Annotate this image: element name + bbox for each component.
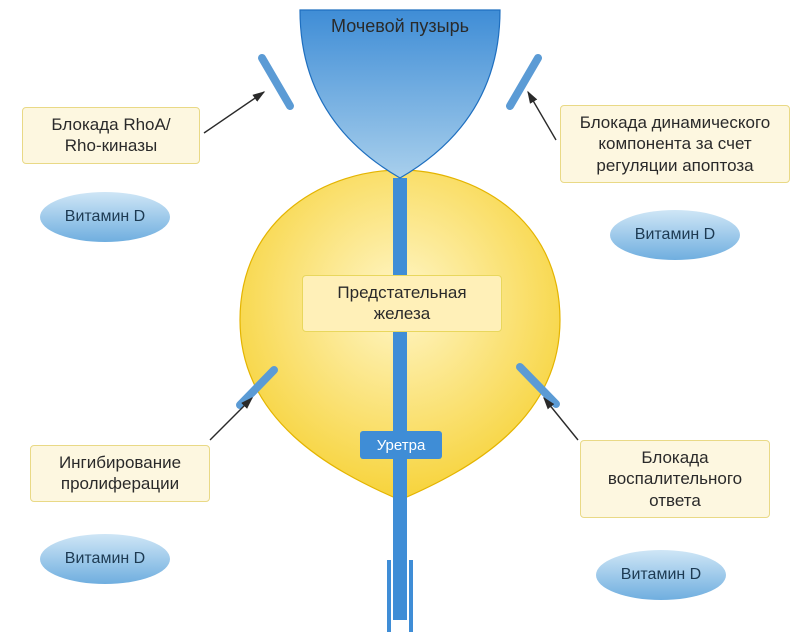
callout-tick [510,58,538,106]
callout-arrow [210,398,252,440]
urethra-label: Уретра [360,431,442,459]
callout-text-line: воспалительного [608,469,742,488]
callout-text-line: ответа [649,491,701,510]
callout-box-bottom-right: Блокада воспалительного ответа [580,440,770,518]
callout-box-top-left: Блокада RhoA/Rho-киназы [22,107,200,164]
callout-arrow [204,92,264,133]
prostate-label-line1: Предстательная [337,283,466,302]
callout-text-line: пролиферации [61,474,179,493]
callout-text-line: Блокада RhoA/ [51,115,170,134]
callout-text-line: Блокада динамического [580,113,771,132]
callout-tick [262,58,290,106]
callout-box-bottom-left: Ингибирование пролиферации [30,445,210,502]
callout-text-line: Rho-киназы [65,136,157,155]
callout-arrow [528,92,556,140]
vitamin-d-pill-top-right: Витамин D [610,210,740,260]
callout-text-line: Ингибирование [59,453,181,472]
callout-text-line: Блокада [641,448,708,467]
callout-box-top-right: Блокада динамического компонента за счет р… [560,105,790,183]
vitamin-d-pill-bottom-right: Витамин D [596,550,726,600]
diagram-stage: Мочевой пузырь Предстательная железа Уре… [0,0,800,632]
prostate-label-line2: железа [374,304,431,323]
prostate-label: Предстательная железа [302,275,502,332]
vitamin-d-pill-bottom-left: Витамин D [40,534,170,584]
vitamin-d-pill-top-left: Витамин D [40,192,170,242]
callout-text-line: регуляции апоптоза [596,156,753,175]
callout-arrow [544,398,578,440]
bladder-label: Мочевой пузырь [300,16,500,37]
callout-text-line: компонента за счет [598,134,751,153]
